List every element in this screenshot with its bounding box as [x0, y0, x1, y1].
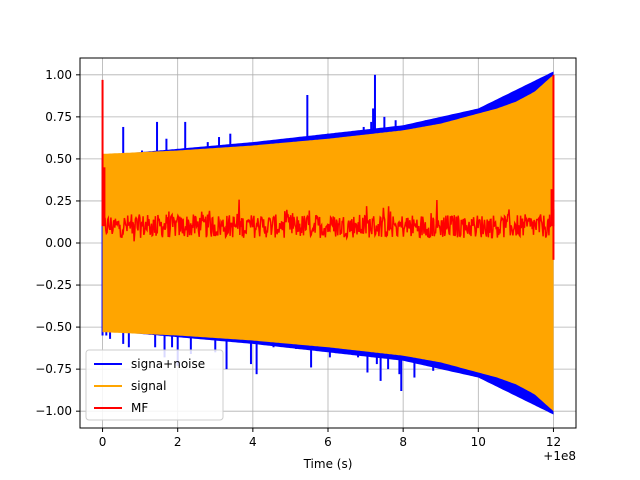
y-tick-label: −0.25: [35, 278, 72, 292]
legend-label-signa-noise: signa+noise: [131, 357, 205, 371]
series-mf: [101, 199, 555, 242]
series-signal: [102, 74, 554, 412]
axis-ticks: 0 2 4 6 8 10 12 −1.00 −0.75 −0.50 −0.25 0.00 0.25 0.5…: [35, 68, 561, 449]
legend-label-signal: signal: [131, 379, 167, 393]
x-tick-label: 10: [471, 435, 486, 449]
legend-box: [85, 349, 224, 421]
x-tick-label: 8: [399, 435, 407, 449]
legend: signa+noise signal MF: [85, 349, 224, 421]
y-tick-label: −1.00: [35, 404, 72, 418]
legend-label-mf: MF: [131, 401, 148, 415]
x-tick-label: 6: [324, 435, 332, 449]
y-tick-label: 0.00: [45, 236, 72, 250]
y-tick-label: 0.75: [45, 110, 72, 124]
x-tick-label: 12: [546, 435, 561, 449]
series-layer: [101, 71, 555, 415]
y-tick-label: 1.00: [45, 68, 72, 82]
y-tick-label: 0.25: [45, 194, 72, 208]
x-axis-label: Time (s): [303, 457, 353, 471]
x-tick-label: 2: [174, 435, 182, 449]
x-tick-label: 0: [99, 435, 107, 449]
y-tick-label: 0.50: [45, 152, 72, 166]
x-tick-label: 4: [249, 435, 257, 449]
x-offset-label: +1e8: [543, 449, 576, 463]
y-tick-label: −0.50: [35, 320, 72, 334]
y-tick-label: −0.75: [35, 362, 72, 376]
